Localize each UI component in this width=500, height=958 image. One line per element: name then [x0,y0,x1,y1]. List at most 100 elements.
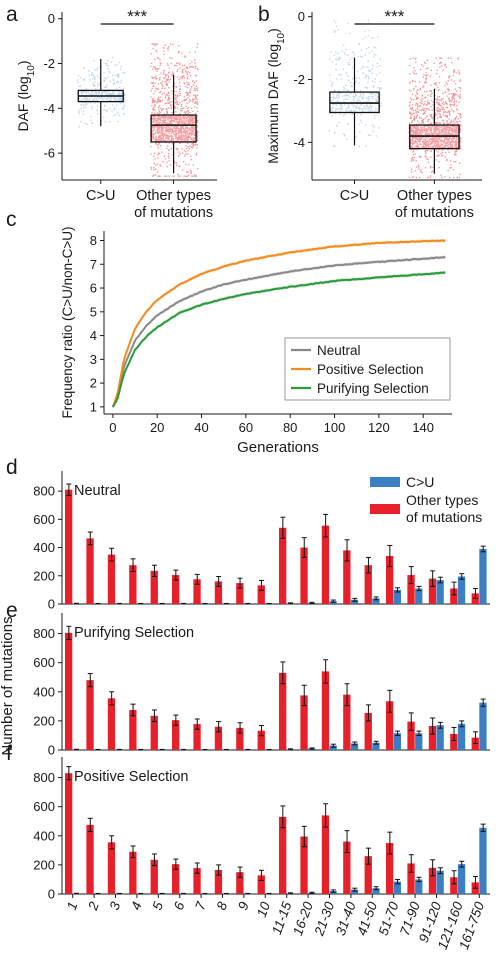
data-point [156,126,158,128]
data-point [361,56,364,58]
bar [257,875,265,894]
data-point [185,129,187,132]
data-point [99,73,101,75]
data-point [88,98,91,100]
data-point [183,99,186,101]
data-point [459,139,461,141]
data-point [413,126,415,129]
data-point [448,89,450,91]
data-point [152,66,155,68]
data-point [344,88,346,90]
data-point [373,46,375,48]
data-point [438,102,440,105]
data-point [172,93,174,95]
data-point [442,92,444,95]
data-point [459,94,461,96]
data-point [159,111,161,114]
data-point [110,96,113,99]
legend-label: C>U [406,474,434,490]
data-point [196,46,198,48]
data-point [444,136,446,138]
data-point [353,104,355,106]
bar [257,730,265,750]
data-point [158,138,160,140]
data-point [411,147,413,149]
data-point [446,120,448,122]
data-point [188,118,190,121]
data-point [119,98,122,100]
data-point [437,151,439,153]
data-point [179,137,181,140]
data-point [429,167,432,169]
data-point [454,142,457,144]
data-point [410,129,413,131]
data-point [179,142,181,144]
data-point [417,127,419,129]
data-point [182,161,185,163]
x-tick-label: 80 [283,420,297,435]
data-point [196,101,199,103]
data-point [161,138,163,141]
data-point [160,123,163,125]
data-point [170,101,173,103]
data-point [156,120,159,123]
data-point [164,117,167,119]
data-point [410,112,412,114]
data-point [173,132,175,134]
data-point [348,106,351,108]
data-point [441,128,444,130]
data-point [411,130,414,132]
data-point [164,97,166,99]
data-point [181,69,183,71]
data-point [169,121,171,123]
data-point [166,94,168,97]
data-point [98,93,100,95]
data-point [196,103,199,105]
data-point [438,139,440,141]
data-point [352,51,354,53]
data-point [410,171,413,173]
data-point [165,139,167,142]
data-point [414,117,416,119]
data-point [357,70,359,73]
data-point [165,116,167,118]
data-point [92,98,94,100]
data-point [452,71,455,74]
data-point [429,133,432,136]
data-point [408,176,411,179]
data-point [426,128,428,131]
data-point [158,98,160,100]
data-point [456,90,458,92]
data-point [369,134,372,137]
data-point [153,117,155,120]
data-point [90,93,93,96]
data-point [412,129,414,131]
data-point [359,94,362,96]
data-point [442,101,445,103]
data-point [86,97,88,99]
data-point [419,136,421,138]
data-point [168,130,170,132]
data-point [459,96,461,98]
data-point [174,107,176,110]
data-point [423,127,425,129]
data-point [411,159,413,161]
data-point [115,98,117,100]
data-point [100,93,102,95]
bar [129,709,137,750]
data-point [437,155,439,157]
data-point [417,164,419,167]
data-point [430,128,432,130]
data-point [375,135,378,137]
data-point [155,143,157,145]
data-point [88,94,91,96]
data-point [166,133,168,136]
data-point [436,102,439,104]
data-point [356,103,358,106]
data-point [444,143,446,145]
data-point [169,128,171,130]
data-point [158,106,160,109]
data-point [344,94,346,97]
data-point [364,86,366,89]
data-point [170,135,173,137]
